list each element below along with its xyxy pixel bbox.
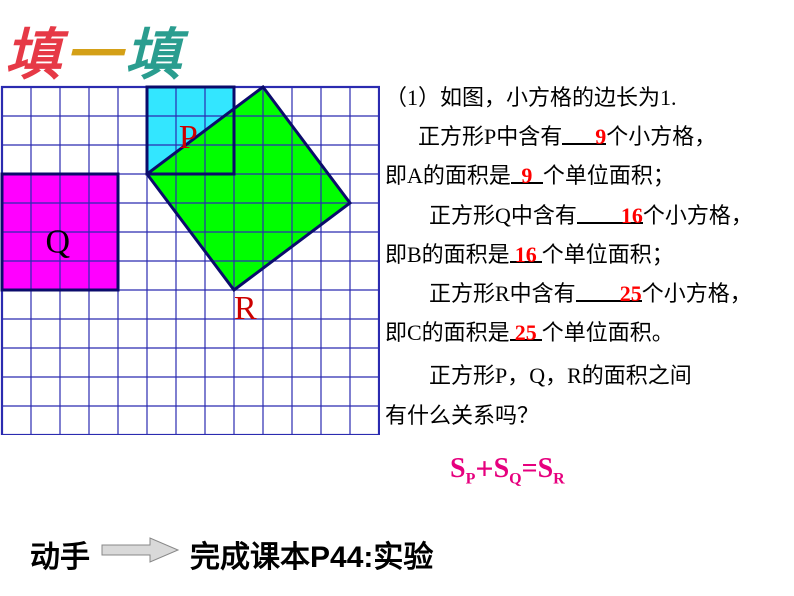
page-title: 填一填 <box>5 10 185 91</box>
line-7: 即C的面积是25个单位面积。 <box>385 315 790 350</box>
line-1: （1）如图，小方格的边长为1. <box>385 80 790 115</box>
line-3: 即A的面积是9个单位面积； <box>385 158 790 193</box>
line-9: 有什么关系吗？ <box>385 398 790 433</box>
blank-p-count: 9 <box>562 119 606 145</box>
title-char-3: 填 <box>125 25 185 87</box>
line-6: 正方形R中含有25个小方格， <box>385 276 790 311</box>
blank-a-area: 9 <box>511 158 543 184</box>
area-equation: SP+SQ=SR <box>450 443 790 494</box>
blank-r-count: 25 <box>576 276 642 302</box>
blank-c-area: 25 <box>510 315 542 341</box>
svg-text:Q: Q <box>46 223 71 260</box>
svg-text:R: R <box>234 290 257 327</box>
blank-b-area: 16 <box>510 237 542 263</box>
blank-q-count: 16 <box>577 198 643 224</box>
title-char-2: 一 <box>65 25 125 87</box>
title-char-1: 填 <box>5 25 65 87</box>
line-8: 正方形P，Q，R的面积之间 <box>385 358 790 393</box>
line-4: 正方形Q中含有16个小方格， <box>385 198 790 233</box>
svg-text:P: P <box>179 119 198 156</box>
arrow-icon <box>100 535 180 573</box>
geometry-diagram: P Q R <box>0 85 380 440</box>
footer-part1: 动手 <box>30 532 90 576</box>
footer-instruction: 动手 完成课本P44:实验 <box>30 532 433 576</box>
footer-part2: 完成课本P44:实验 <box>190 532 433 576</box>
line-2: 正方形P中含有9个小方格， <box>385 119 790 154</box>
problem-text: （1）如图，小方格的边长为1. 正方形P中含有9个小方格， 即A的面积是9个单位… <box>385 80 790 498</box>
line-5: 即B的面积是16个单位面积； <box>385 237 790 272</box>
